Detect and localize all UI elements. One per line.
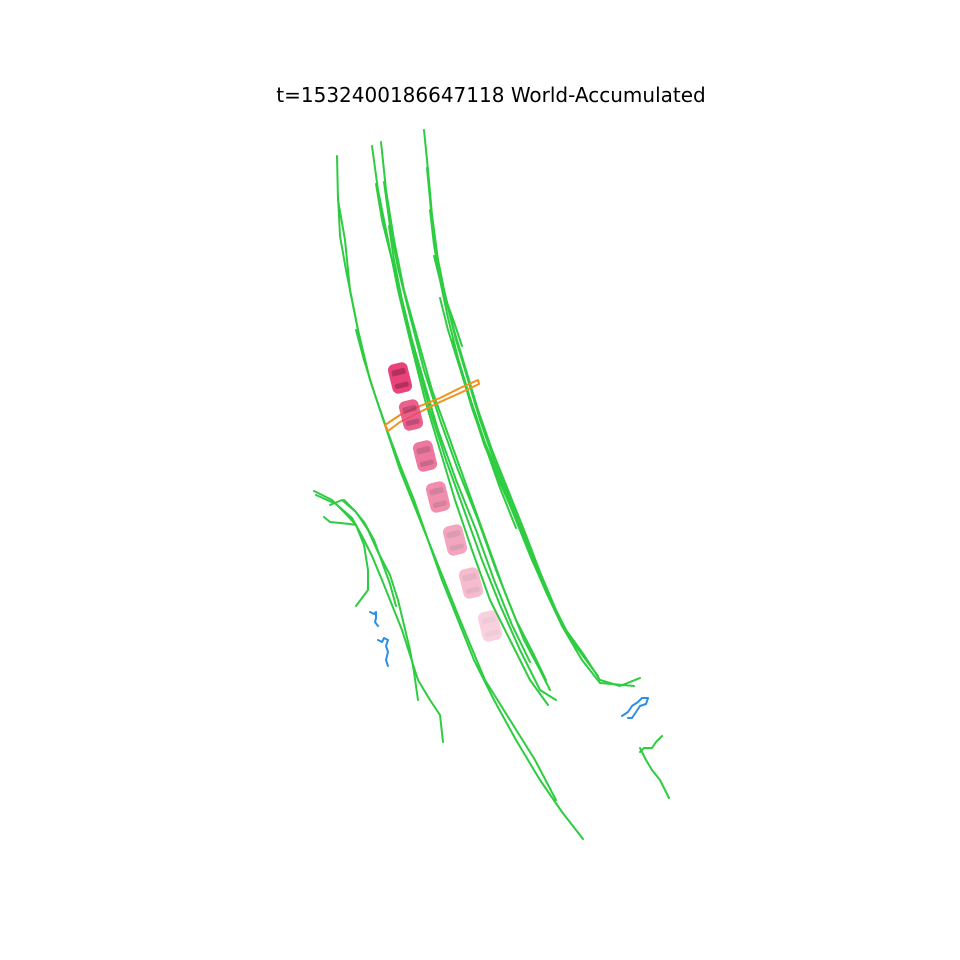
lane-divider-line	[323, 516, 357, 526]
pedestrian-tracks	[369, 611, 649, 719]
road-crossing	[384, 379, 480, 432]
car-icon	[412, 440, 438, 472]
pedestrian-track	[377, 637, 389, 667]
lane-divider-line	[423, 129, 577, 651]
lane-divider-line	[380, 141, 551, 691]
lane-divider-line	[329, 499, 419, 701]
car-icon	[398, 399, 424, 431]
lane-divider-line	[383, 181, 547, 681]
lane-divider-line	[337, 195, 361, 341]
ego-vehicle-trail	[387, 362, 503, 642]
car-icon	[442, 524, 468, 556]
lane-dividers	[313, 129, 670, 840]
road-crossing-outline	[384, 379, 480, 432]
lane-divider-line	[375, 183, 557, 701]
lane-divider-line	[429, 209, 641, 687]
car-icon	[387, 362, 413, 394]
lane-divider-line	[336, 155, 557, 801]
lane-divider-line	[639, 747, 670, 799]
lane-divider-line	[388, 225, 531, 663]
car-icon	[458, 567, 484, 599]
pedestrian-track	[621, 697, 649, 719]
lane-divider-line	[313, 490, 369, 607]
lane-divider-line	[433, 255, 463, 347]
lane-divider-line	[355, 329, 584, 840]
lane-divider-line	[315, 494, 444, 743]
car-icon	[425, 481, 451, 513]
map-title: t=1532400186647118 World-Accumulated	[276, 83, 705, 107]
pedestrian-track	[369, 611, 379, 627]
car-icon	[477, 610, 503, 642]
lane-divider-line	[452, 339, 517, 529]
lane-divider-line	[639, 735, 663, 753]
lane-divider-line	[343, 499, 397, 607]
